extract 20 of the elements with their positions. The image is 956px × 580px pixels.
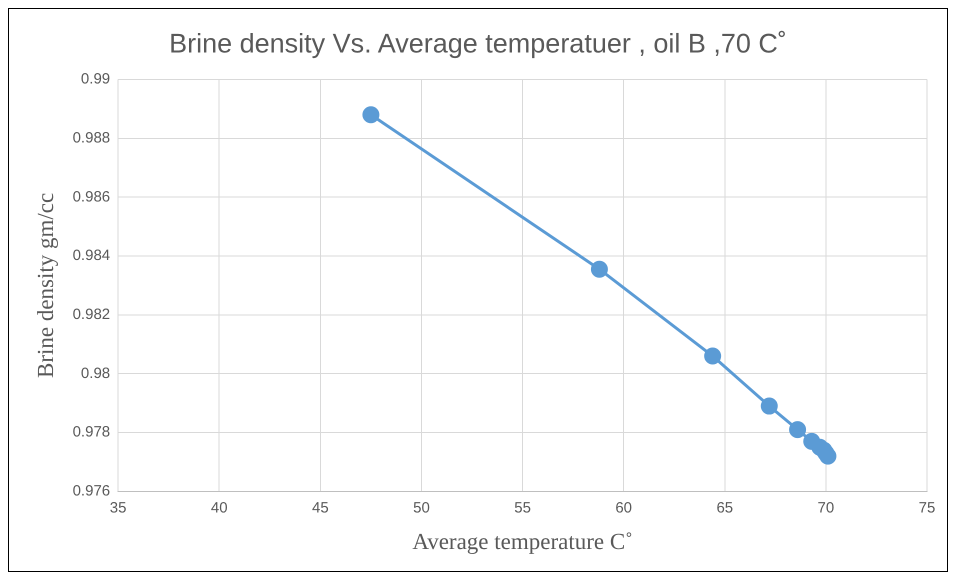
y-tick-label: 0.976 [72,482,110,500]
y-axis-title: Brine density gm/cc [32,192,58,378]
x-tick-label: 35 [110,500,126,517]
x-tick-label: 55 [514,500,531,517]
x-tick-label: 65 [716,500,734,517]
y-tick-label: 0.986 [72,188,110,206]
y-tick-label: 0.98 [80,364,110,382]
x-axis-title: Average temperature C˚ [412,529,633,554]
x-tick-label: 40 [210,500,228,517]
x-tick-label: 70 [818,500,834,517]
y-tick-label: 0.982 [72,306,110,323]
x-tick-label: 60 [615,500,632,517]
x-tick-label: 45 [312,500,329,517]
y-tick-label: 0.988 [72,129,110,146]
y-tick-label: 0.978 [72,424,110,441]
chart-title: Brine density Vs. Average temperatuer , oil B ,70 C˚ [169,28,787,59]
y-tick-label: 0.984 [72,247,110,264]
x-tick-label: 75 [918,500,936,517]
x-tick-label: 50 [413,500,430,517]
y-tick-label: 0.99 [80,70,110,88]
